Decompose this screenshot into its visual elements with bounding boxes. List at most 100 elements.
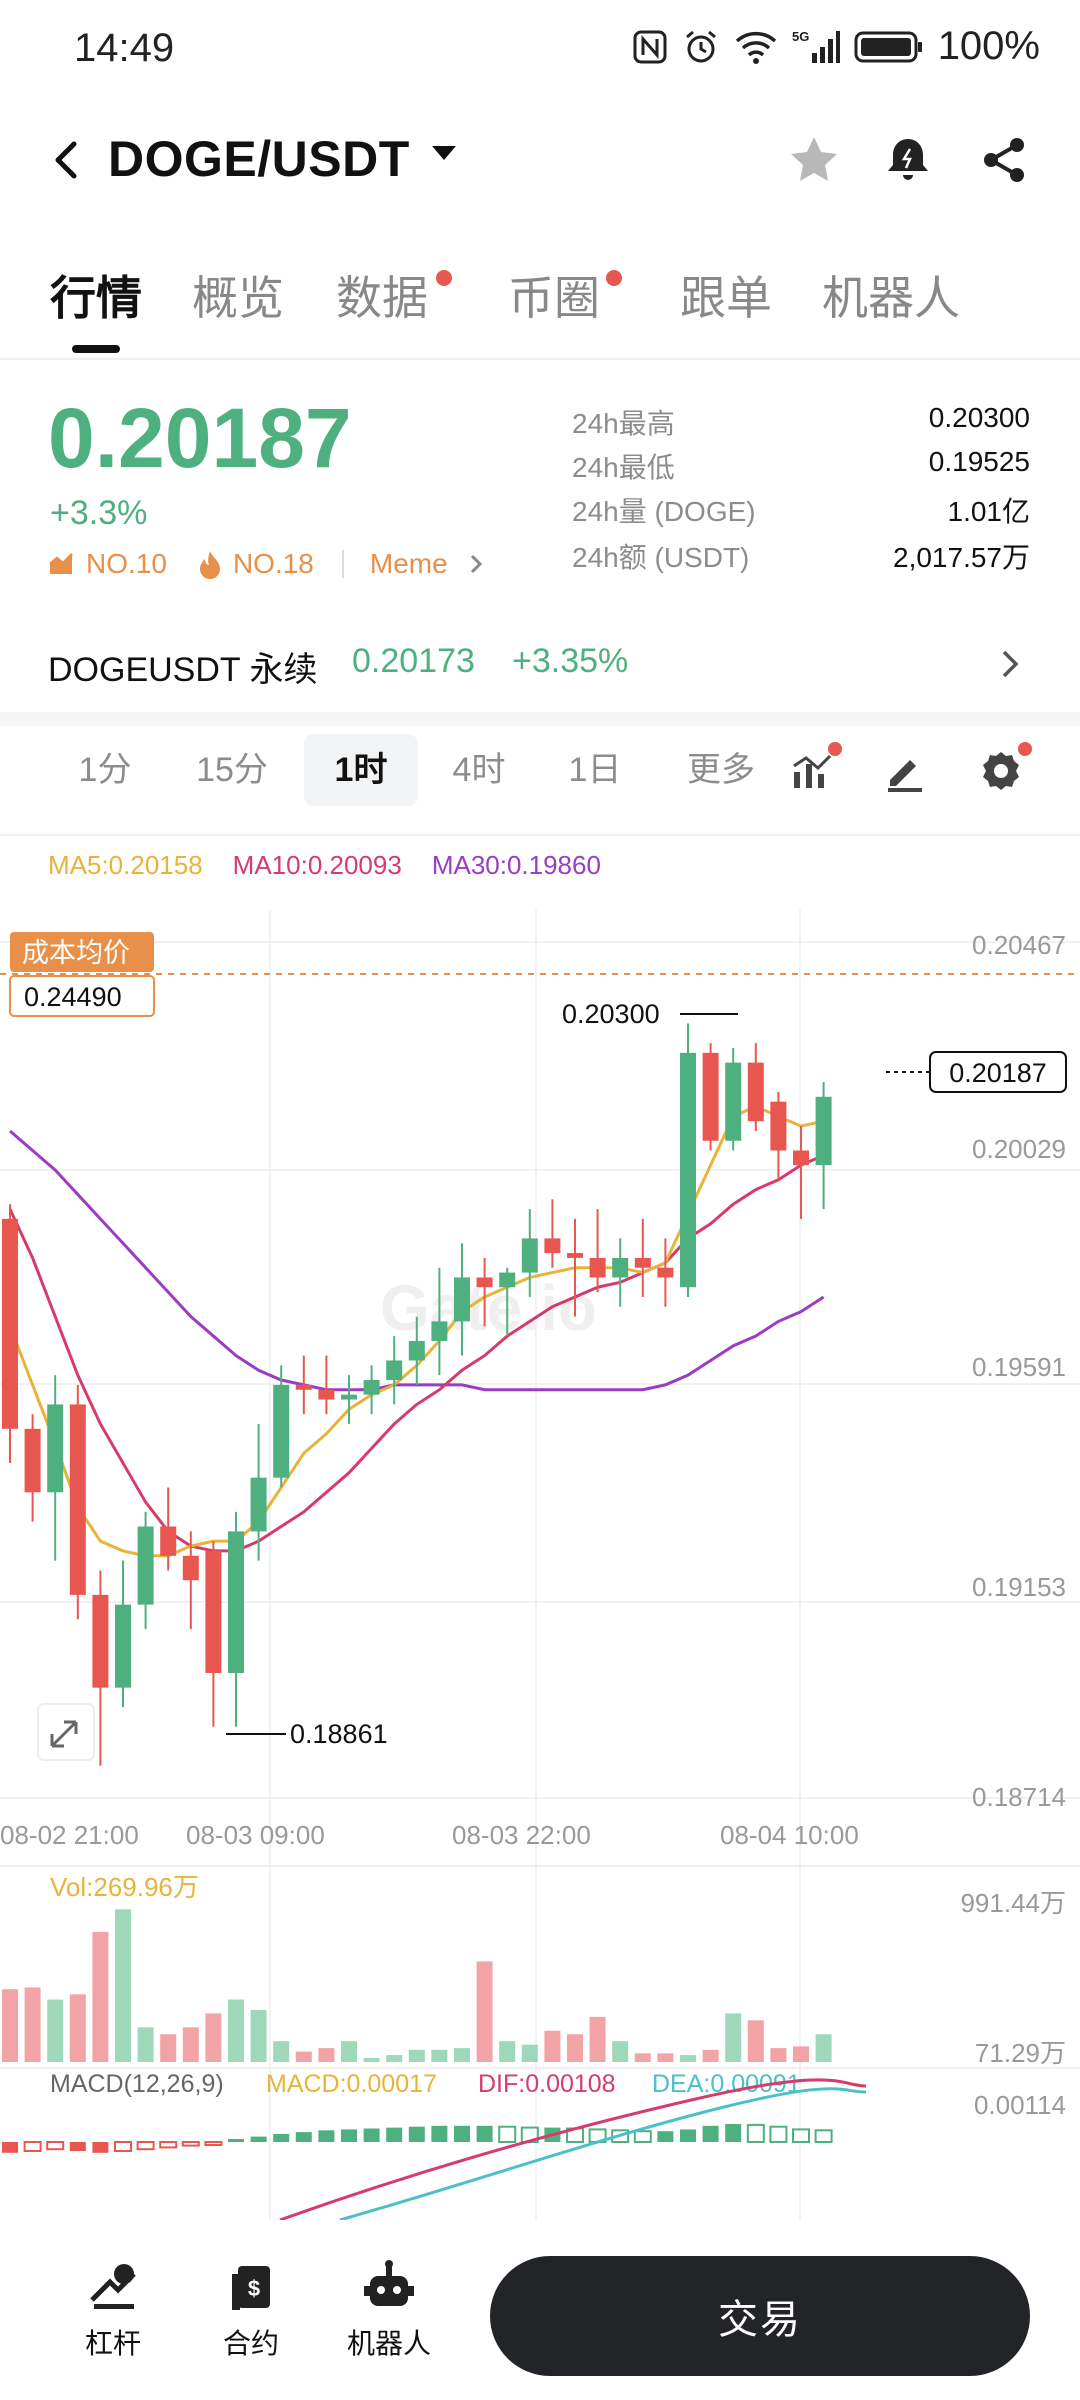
candle xyxy=(69,1384,86,1620)
robot-button[interactable]: 机器人 xyxy=(334,2260,444,2362)
candle-body xyxy=(657,1267,674,1278)
timeframe-1m[interactable]: 1分 xyxy=(78,751,132,789)
macd-bar xyxy=(228,2139,244,2142)
macd-bar xyxy=(657,2131,674,2142)
candle-body xyxy=(69,1404,86,1595)
candle-body xyxy=(793,1150,809,1166)
candle-body xyxy=(2,1218,18,1429)
tab-data[interactable]: 数据 xyxy=(336,272,428,324)
macd-bar xyxy=(633,2130,652,2143)
tab-data-notification-dot xyxy=(436,270,452,286)
contract-button[interactable]: $ 合约 xyxy=(196,2260,306,2362)
candle-body xyxy=(341,1394,357,1400)
volume-bar xyxy=(47,1999,64,2062)
timeframe-more[interactable]: 更多 xyxy=(687,751,755,789)
rank-1: NO.10 xyxy=(86,548,167,579)
candle-body xyxy=(589,1257,606,1278)
kline-chart[interactable]: Gate.io 成本均价 0.24490 0.20467 0.20029 0.1… xyxy=(0,880,1080,2220)
last-price: 0.20187 xyxy=(48,391,352,485)
volume-bar xyxy=(250,2009,267,2062)
timeframe-1h[interactable]: 1时 xyxy=(304,734,418,806)
candle xyxy=(160,1487,177,1571)
candle xyxy=(680,1023,696,1297)
network-label: 5G xyxy=(792,29,809,44)
time-axis-label: 08-04 10:00 xyxy=(720,1820,859,1850)
macd-bar xyxy=(341,2129,357,2142)
volume-bar xyxy=(115,1909,131,2062)
volume-bar xyxy=(431,2049,448,2062)
candle-body xyxy=(363,1380,380,1395)
signal-icon: 5G xyxy=(792,29,840,65)
macd-bar xyxy=(408,2126,425,2142)
expand-icon[interactable] xyxy=(37,1703,95,1761)
pair-title[interactable]: DOGE/USDT xyxy=(108,131,410,187)
timeframe-4h[interactable]: 4时 xyxy=(452,751,506,789)
timeframe-1d[interactable]: 1日 xyxy=(568,751,622,789)
robot-icon xyxy=(362,2260,416,2314)
share-icon[interactable] xyxy=(972,128,1036,192)
pair-dropdown-caret-icon[interactable] xyxy=(432,146,456,160)
volume-bar xyxy=(657,2053,674,2062)
candles xyxy=(2,1023,832,1766)
chart-grid xyxy=(0,910,1080,2220)
volume-bar xyxy=(747,2020,764,2062)
leverage-icon xyxy=(86,2260,140,2314)
section-divider xyxy=(0,712,1080,726)
volume-bar xyxy=(702,2049,719,2062)
star-icon[interactable] xyxy=(782,128,846,192)
macd-bar xyxy=(92,2142,109,2153)
macd-bar xyxy=(23,2141,42,2152)
tab-market[interactable]: 行情 xyxy=(50,272,142,324)
candle-body xyxy=(454,1277,470,1322)
battery-icon xyxy=(854,29,924,65)
candle xyxy=(657,1238,674,1307)
volume-bar xyxy=(205,2013,222,2062)
timeframe-15m[interactable]: 15分 xyxy=(196,751,268,789)
tab-bot[interactable]: 机器人 xyxy=(822,272,960,324)
candle-body xyxy=(567,1253,583,1258)
macd-bars xyxy=(2,2123,833,2153)
perpetual-row[interactable]: DOGEUSDT 永续 0.20173 +3.35% xyxy=(0,630,1080,700)
candle-body xyxy=(24,1428,41,1493)
price-axis-label: 0.20029 xyxy=(972,1134,1066,1164)
volume-bar xyxy=(567,2034,583,2062)
candle-body xyxy=(47,1404,64,1493)
candle xyxy=(228,1511,244,1727)
price-axis: 0.20467 0.20029 0.19591 0.19153 0.18714 xyxy=(972,930,1066,1812)
stat-value-turnover: 2,017.57万 xyxy=(893,542,1030,573)
nfc-icon xyxy=(632,29,668,65)
volume-bar xyxy=(521,2044,538,2062)
candle-body xyxy=(205,1550,222,1673)
macd-bar xyxy=(386,2127,403,2142)
indicator-icon[interactable] xyxy=(788,742,842,796)
candle xyxy=(702,1043,719,1151)
trade-button[interactable]: 交易 xyxy=(490,2256,1030,2376)
back-arrow-icon[interactable] xyxy=(40,130,100,190)
macd-bar xyxy=(295,2132,312,2142)
candle-body xyxy=(431,1321,448,1341)
macd-bar xyxy=(431,2125,448,2142)
low-marker-label: 0.18861 xyxy=(290,1719,388,1749)
settings-gear-icon[interactable] xyxy=(976,742,1032,796)
rank-row[interactable]: NO.10 NO.18 Meme xyxy=(48,548,488,580)
candle xyxy=(295,1355,312,1415)
tab-copy-trade[interactable]: 跟单 xyxy=(680,272,772,324)
candle-body xyxy=(476,1277,493,1288)
candle xyxy=(250,1423,267,1561)
time-axis-label: 08-02 21:00 xyxy=(0,1820,139,1850)
timeframe-bar: 1分 15分 1时 4时 1日 更多 xyxy=(0,730,1080,816)
leverage-button[interactable]: 杠杆 xyxy=(58,2260,168,2362)
macd-bar xyxy=(181,2141,200,2147)
bell-icon[interactable] xyxy=(876,128,940,192)
rank-2: NO.18 xyxy=(232,548,314,579)
tab-overview[interactable]: 概览 xyxy=(192,272,284,324)
macd-bar xyxy=(702,2125,719,2142)
cost-label-bg xyxy=(10,932,154,972)
stat-label-volume: 24h量 (DOGE) xyxy=(572,496,756,527)
time-axis-label: 08-03 22:00 xyxy=(452,1820,591,1850)
tab-circle[interactable]: 币圈 xyxy=(508,272,600,324)
draw-pencil-icon[interactable] xyxy=(880,746,930,796)
price-change-pct: +3.3% xyxy=(50,494,148,532)
volume-bar xyxy=(476,1961,493,2062)
stat-label-low: 24h最低 xyxy=(572,452,675,483)
